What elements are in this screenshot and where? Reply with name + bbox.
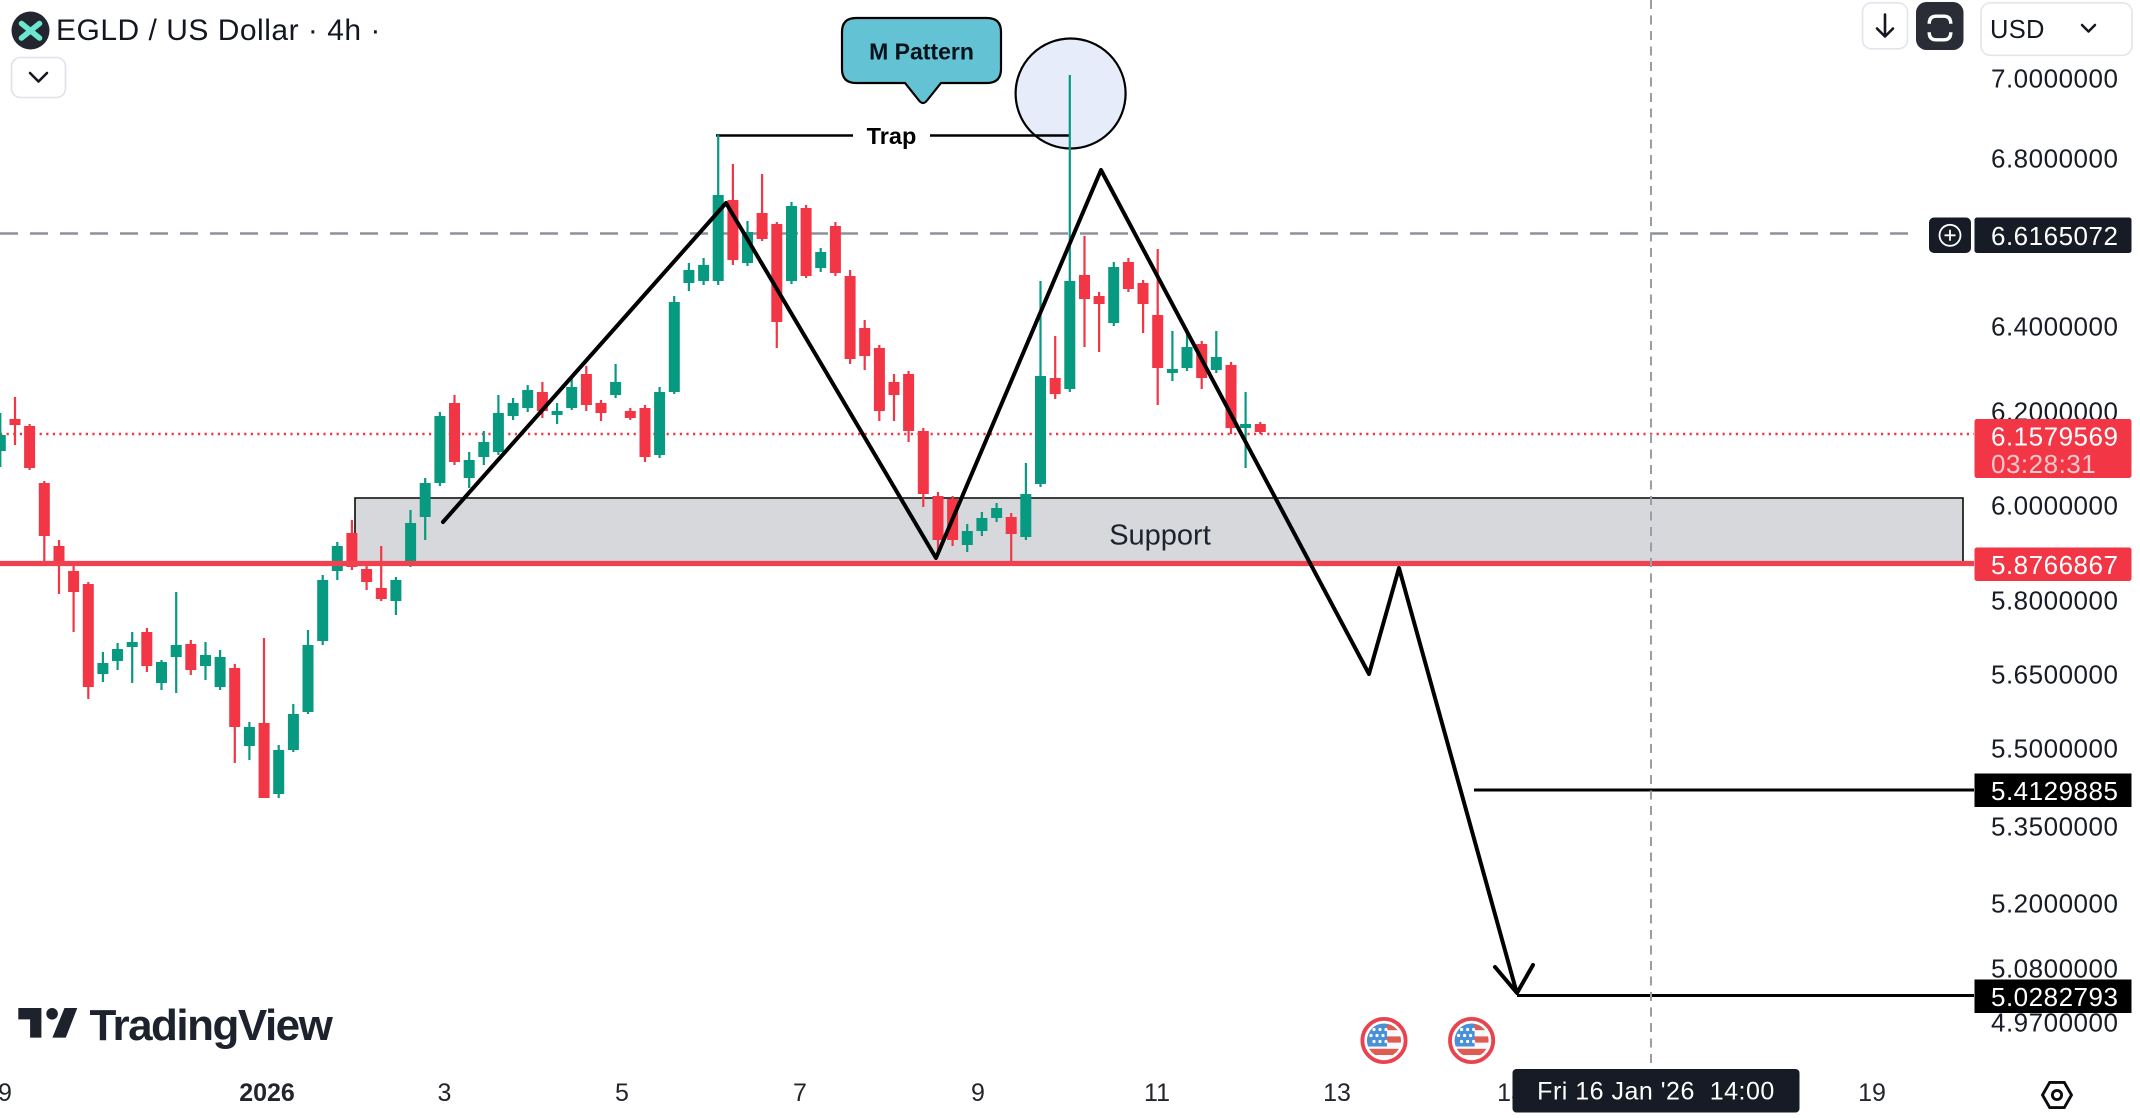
svg-text:19: 19 [1858, 1079, 1886, 1107]
svg-text:5.0800000: 5.0800000 [1991, 953, 2118, 983]
svg-text:5.0282793: 5.0282793 [1991, 982, 2118, 1012]
svg-text:Fri 16 Jan '26 14:00: Fri 16 Jan '26 14:00 [1537, 1078, 1775, 1106]
svg-text:6.0000000: 6.0000000 [1991, 490, 2118, 520]
svg-text:7: 7 [793, 1079, 807, 1107]
svg-text:6.4000000: 6.4000000 [1991, 311, 2118, 341]
svg-text:5.3500000: 5.3500000 [1991, 811, 2118, 841]
svg-text:03:28:31: 03:28:31 [1991, 449, 2096, 479]
svg-text:5: 5 [615, 1079, 629, 1107]
svg-text:5.2000000: 5.2000000 [1991, 888, 2118, 918]
svg-text:TradingView: TradingView [90, 1001, 334, 1050]
svg-text:5.5000000: 5.5000000 [1991, 733, 2118, 763]
svg-text:9: 9 [0, 1079, 12, 1107]
svg-text:3: 3 [438, 1079, 452, 1107]
svg-text:Support: Support [1109, 519, 1211, 551]
svg-text:M Pattern: M Pattern [869, 38, 974, 64]
svg-text:9: 9 [971, 1079, 985, 1107]
svg-text:13: 13 [1323, 1079, 1351, 1107]
svg-text:6.8000000: 6.8000000 [1991, 143, 2118, 173]
svg-text:6.6165072: 6.6165072 [1991, 221, 2118, 251]
svg-text:7.0000000: 7.0000000 [1991, 63, 2118, 93]
svg-text:5.8000000: 5.8000000 [1991, 585, 2118, 615]
svg-text:USD: USD [1990, 16, 2045, 44]
svg-text:Trap: Trap [867, 123, 917, 149]
svg-text:5.4129885: 5.4129885 [1991, 776, 2118, 806]
svg-text:6.1579569: 6.1579569 [1991, 421, 2118, 451]
svg-text:2026: 2026 [239, 1079, 295, 1107]
svg-text:EGLD / US Dollar · 4h ·: EGLD / US Dollar · 4h · [56, 14, 381, 47]
svg-text:5.8766867: 5.8766867 [1991, 550, 2118, 580]
svg-text:5.6500000: 5.6500000 [1991, 659, 2118, 689]
svg-text:11: 11 [1144, 1079, 1170, 1107]
